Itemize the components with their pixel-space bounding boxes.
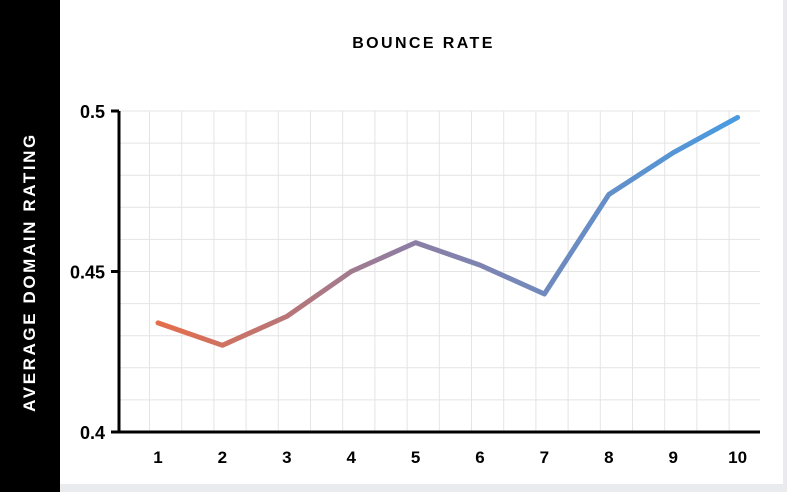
x-tick-label: 2 [218,448,227,467]
axis-label-band: AVERAGE DOMAIN RATING [0,0,60,492]
y-tick-label: 0.5 [80,102,105,122]
x-tick-label: 5 [411,448,420,467]
x-tick-label: 4 [346,448,356,467]
x-tick-label: 6 [475,448,484,467]
y-tick-label: 0.4 [80,423,105,443]
x-tick-label: 10 [728,448,747,467]
axes [111,109,760,434]
bottom-strip [60,484,787,492]
right-border [783,0,787,492]
x-tick-label: 3 [282,448,291,467]
x-tick-label: 9 [668,448,677,467]
x-tick-label: 8 [604,448,613,467]
chart-title: BOUNCE RATE [352,35,495,52]
series-line [155,114,741,348]
y-tick-label: 0.45 [70,263,105,283]
grid [119,110,760,432]
tick-labels: 0.4 0.45 0.5 1 2 3 4 5 6 7 8 9 10 [70,102,747,467]
series [155,114,741,348]
x-tick-label: 1 [153,448,162,467]
x-tick-label: 7 [540,448,549,467]
